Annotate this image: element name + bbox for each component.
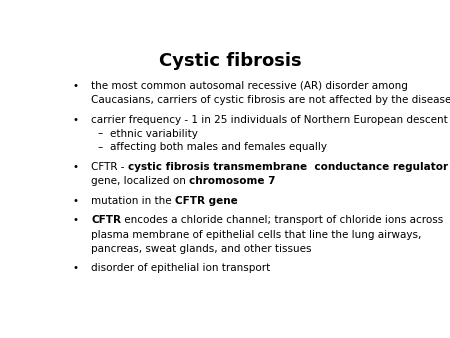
Text: –: – [97, 128, 103, 139]
Text: Cystic fibrosis: Cystic fibrosis [159, 52, 302, 70]
Text: CFTR: CFTR [91, 215, 121, 225]
Text: pancreas, sweat glands, and other tissues: pancreas, sweat glands, and other tissue… [91, 244, 311, 254]
Text: cystic fibrosis transmembrane  conductance regulator: cystic fibrosis transmembrane conductanc… [128, 162, 448, 172]
Text: encodes a chloride channel; transport of chloride ions across: encodes a chloride channel; transport of… [121, 215, 443, 225]
Text: the most common autosomal recessive (AR) disorder among: the most common autosomal recessive (AR)… [91, 81, 408, 91]
Text: disorder of epithelial ion transport: disorder of epithelial ion transport [91, 263, 270, 273]
Text: •: • [72, 263, 78, 273]
Text: ethnic variability: ethnic variability [110, 128, 198, 139]
Text: •: • [72, 162, 78, 172]
Text: •: • [72, 81, 78, 91]
Text: CFTR gene: CFTR gene [175, 196, 238, 206]
Text: Caucasians, carriers of cystic fibrosis are not affected by the disease: Caucasians, carriers of cystic fibrosis … [91, 95, 450, 105]
Text: plasma membrane of epithelial cells that line the lung airways,: plasma membrane of epithelial cells that… [91, 230, 422, 240]
Text: •: • [72, 196, 78, 206]
Text: CFTR -: CFTR - [91, 162, 128, 172]
Text: gene, localized on: gene, localized on [91, 176, 189, 186]
Text: •: • [72, 115, 78, 125]
Text: affecting both males and females equally: affecting both males and females equally [110, 142, 327, 152]
Text: –: – [97, 142, 103, 152]
Text: carrier frequency - 1 in 25 individuals of Northern European descent: carrier frequency - 1 in 25 individuals … [91, 115, 448, 125]
Text: •: • [72, 215, 78, 225]
Text: mutation in the: mutation in the [91, 196, 175, 206]
Text: chromosome 7: chromosome 7 [189, 176, 276, 186]
